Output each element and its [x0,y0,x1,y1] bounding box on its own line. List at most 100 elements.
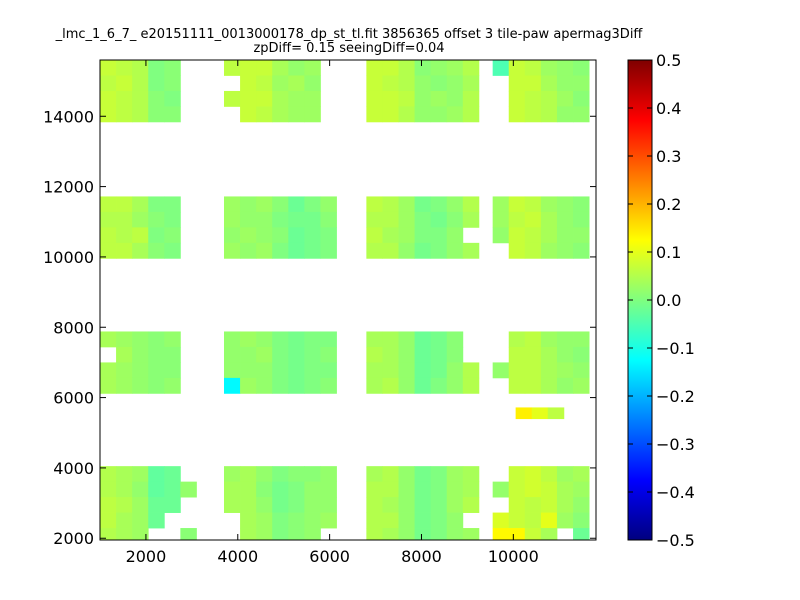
heatmap-cell [398,211,415,228]
heatmap-cell [573,75,590,92]
heatmap-cell [382,346,399,363]
heatmap-cell [524,497,542,513]
heatmap-cell [320,377,337,394]
heatmap-cell [430,466,448,483]
heatmap-cell [366,466,383,483]
heatmap-cell [164,90,181,107]
heatmap-cell [414,362,432,379]
heatmap-cell [540,497,558,513]
heatmap-cell [288,106,305,123]
heatmap-cell [304,466,321,483]
heatmap-cell [462,242,480,259]
heatmap-cell [556,497,574,513]
heatmap-cell [256,528,273,541]
heatmap-cell [430,90,448,107]
heatmap-cell [524,512,542,529]
heatmap-cell [492,227,510,244]
heatmap-cell [573,466,590,483]
heatmap-cell [256,211,273,228]
heatmap-cell [508,362,526,379]
y-tick-label: 8000 [53,318,94,337]
heatmap-cell [398,481,415,498]
heatmap-cell [256,227,273,244]
heatmap-cell [180,528,197,541]
heatmap-cell [224,331,241,348]
heatmap-cell [240,242,257,259]
colorbar-tick-label: −0.3 [656,435,695,454]
heatmap-cell [430,528,448,541]
heatmap-cell [320,196,337,213]
heatmap-cell [304,362,321,379]
heatmap-cell [164,497,181,513]
heatmap-cell [430,242,448,259]
heatmap-cell [272,512,289,529]
heatmap-cell [446,227,464,244]
heatmap-cell [524,60,542,76]
heatmap-cell [304,60,321,76]
heatmap-cell [240,90,257,107]
heatmap-cell [430,196,448,213]
heatmap-cell [414,346,432,363]
heatmap-cell [382,227,399,244]
chart-title-line-2: zpDiff= 0.15 seeingDiff=0.04 [253,41,444,56]
colorbar-tick-label: 0.0 [656,291,681,310]
heatmap-cell [573,362,590,379]
heatmap-cell [414,106,432,123]
heatmap-cell [240,481,257,498]
heatmap-cell [462,196,480,213]
heatmap-cell [132,528,149,541]
heatmap-cell [256,512,273,529]
heatmap-cell [540,106,558,123]
heatmap-cell [556,362,574,379]
heatmap-cell [556,242,574,259]
heatmap-cell [524,106,542,123]
heatmap-cell [556,211,574,228]
heatmap-cell [132,75,149,92]
heatmap-cell [462,377,480,394]
heatmap-cell [132,362,149,379]
heatmap-cell [240,211,257,228]
heatmap-cell [508,512,526,529]
y-tick-label: 10000 [43,248,94,267]
heatmap-cell [320,512,337,529]
heatmap-cell [382,106,399,123]
heatmap-cell [288,497,305,513]
heatmap-cell [430,75,448,92]
heatmap-cell [446,497,464,513]
x-tick-label: 8000 [401,547,442,566]
heatmap-cell [100,497,117,513]
heatmap-cell [540,481,558,498]
heatmap-cell [148,331,165,348]
heatmap-cell [256,196,273,213]
colorbar-tick-label: −0.2 [656,387,695,406]
heatmap-cell [556,227,574,244]
heatmap-cell [508,331,526,348]
heatmap-cell [304,75,321,92]
colorbar-tick-label: 0.5 [656,51,681,70]
heatmap-cell [272,377,289,394]
heatmap-cell [100,90,117,107]
heatmap-cell [148,106,165,123]
heatmap-cell [508,211,526,228]
heatmap-cell [116,60,133,76]
heatmap-cell [100,227,117,244]
heatmap-cell [446,362,464,379]
y-tick-label: 6000 [53,389,94,408]
heatmap-cell [398,242,415,259]
heatmap-cell [148,497,165,513]
heatmap-cell [224,497,241,513]
heatmap-cell [430,497,448,513]
heatmap-cell [573,346,590,363]
heatmap-cell [508,528,526,541]
heatmap-cell [556,331,574,348]
heatmap-cell [540,512,558,529]
heatmap-cell [100,377,117,394]
heatmap-cell [366,497,383,513]
heatmap-cell [524,331,542,348]
heatmap-cell [430,512,448,529]
heatmap-cell [540,196,558,213]
heatmap-cell [272,227,289,244]
heatmap-cell [398,346,415,363]
heatmap-cell [556,481,574,498]
heatmap-cell [414,211,432,228]
